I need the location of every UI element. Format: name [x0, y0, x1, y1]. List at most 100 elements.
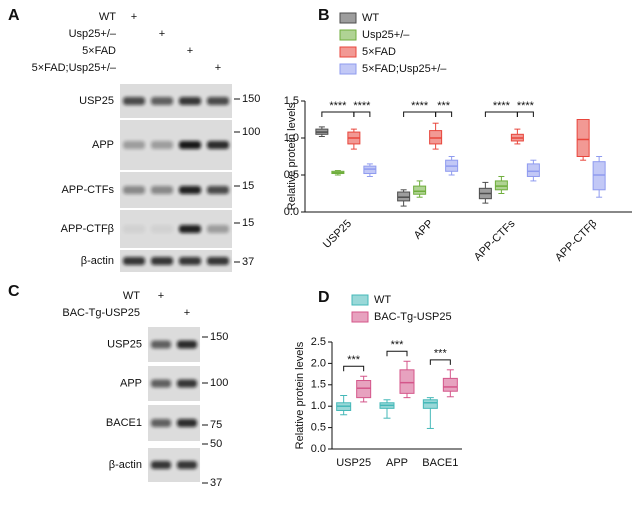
blot-background: [120, 250, 232, 272]
x-tick-label: BACE1: [422, 457, 458, 469]
y-tick-label: 0.0: [311, 443, 326, 455]
legend-label: Usp25+/–: [362, 29, 410, 41]
x-tick-label: APP-CTFs: [472, 217, 518, 263]
condition-label: BAC-Tg-USP25: [62, 307, 140, 319]
blot-band: [207, 141, 229, 149]
legend-swatch: [351, 311, 369, 323]
blot-band: [179, 141, 201, 149]
marker-label: 150: [242, 93, 260, 105]
plus-sign: +: [131, 11, 137, 23]
significance-bracket: [516, 111, 534, 117]
marker-label: 50: [210, 438, 222, 450]
y-tick-label: 1.5: [284, 95, 299, 107]
row-label: APP-CTFβ: [61, 223, 114, 235]
legend-swatch: [339, 46, 357, 58]
blot-band: [207, 225, 229, 233]
blot-band: [151, 340, 171, 349]
y-tick-label: 1.0: [311, 400, 326, 412]
blot-band: [151, 141, 173, 149]
panel-letter: D: [318, 289, 330, 306]
blot-band: [179, 186, 201, 194]
legend-label: WT: [362, 12, 379, 24]
blot-band: [151, 97, 173, 105]
box: [422, 399, 438, 409]
blot-band: [207, 186, 229, 194]
significance-label: ***: [347, 354, 361, 366]
blot-band: [207, 257, 229, 265]
marker-label: 37: [242, 256, 254, 268]
blot-band: [179, 257, 201, 265]
box: [399, 369, 415, 394]
blot-band: [123, 225, 145, 233]
x-tick-label: APP: [386, 457, 408, 469]
legend-swatch: [351, 294, 369, 306]
condition-label: 5×FAD: [82, 45, 116, 57]
blot-band: [177, 379, 197, 388]
blot-band: [177, 419, 197, 427]
significance-bracket: [321, 111, 355, 117]
marker-label: 100: [242, 126, 260, 138]
condition-label: WT: [123, 290, 140, 302]
blot-band: [123, 97, 145, 105]
panel-letter: C: [8, 283, 20, 300]
panel-letter: B: [318, 7, 330, 24]
blot-band: [151, 225, 173, 233]
significance-label: ***: [437, 100, 451, 112]
y-tick-label: 1.5: [311, 379, 326, 391]
box: [413, 185, 427, 195]
blot-band: [123, 186, 145, 194]
blot-band: [179, 225, 201, 233]
y-tick-label: 0.5: [284, 169, 299, 181]
row-label: APP-CTFs: [61, 184, 114, 196]
significance-label: ****: [329, 100, 347, 112]
significance-label: ***: [434, 348, 448, 360]
blot-band: [151, 257, 173, 265]
blot-band: [151, 461, 171, 469]
blot-band: [123, 141, 145, 149]
row-label: β-actin: [81, 255, 114, 267]
blot-band: [151, 379, 171, 388]
y-axis-label: Relative protein levels: [286, 102, 298, 210]
box: [356, 380, 372, 399]
x-tick-label: APP-CTFβ: [553, 218, 599, 264]
significance-bracket: [429, 359, 451, 365]
plus-sign: +: [184, 307, 190, 319]
significance-bracket: [403, 111, 437, 117]
x-tick-label: USP25: [336, 457, 371, 469]
row-label: APP: [92, 139, 114, 151]
box: [526, 163, 540, 177]
row-label: USP25: [107, 338, 142, 350]
y-tick-label: 2.5: [311, 336, 326, 348]
marker-label: 150: [210, 331, 228, 343]
blot-band: [179, 97, 201, 105]
plus-sign: +: [158, 290, 164, 302]
significance-label: ****: [493, 100, 511, 112]
plus-sign: +: [215, 62, 221, 74]
marker-label: 37: [210, 477, 222, 489]
blot-band: [207, 97, 229, 105]
significance-bracket: [484, 111, 518, 117]
blot-band: [151, 186, 173, 194]
significance-bracket: [386, 350, 408, 357]
significance-label: ****: [517, 100, 535, 112]
marker-label: 15: [242, 180, 254, 192]
significance-label: ****: [353, 100, 371, 112]
blot-band: [151, 419, 171, 427]
legend-swatch: [339, 12, 357, 24]
blot-band: [177, 461, 197, 469]
significance-bracket: [343, 365, 365, 372]
y-tick-label: 0.5: [311, 422, 326, 434]
blot-band: [123, 257, 145, 265]
x-tick-label: APP: [412, 218, 436, 242]
legend-label: 5×FAD: [362, 46, 396, 58]
legend-swatch: [339, 29, 357, 41]
condition-label: Usp25+/–: [69, 28, 117, 40]
row-label: APP: [120, 377, 142, 389]
significance-label: ****: [411, 100, 429, 112]
panel-letter: A: [8, 7, 20, 24]
marker-label: 15: [242, 217, 254, 229]
x-tick-label: USP25: [321, 218, 354, 251]
y-tick-label: 1.0: [284, 132, 299, 144]
significance-bracket: [353, 111, 371, 117]
